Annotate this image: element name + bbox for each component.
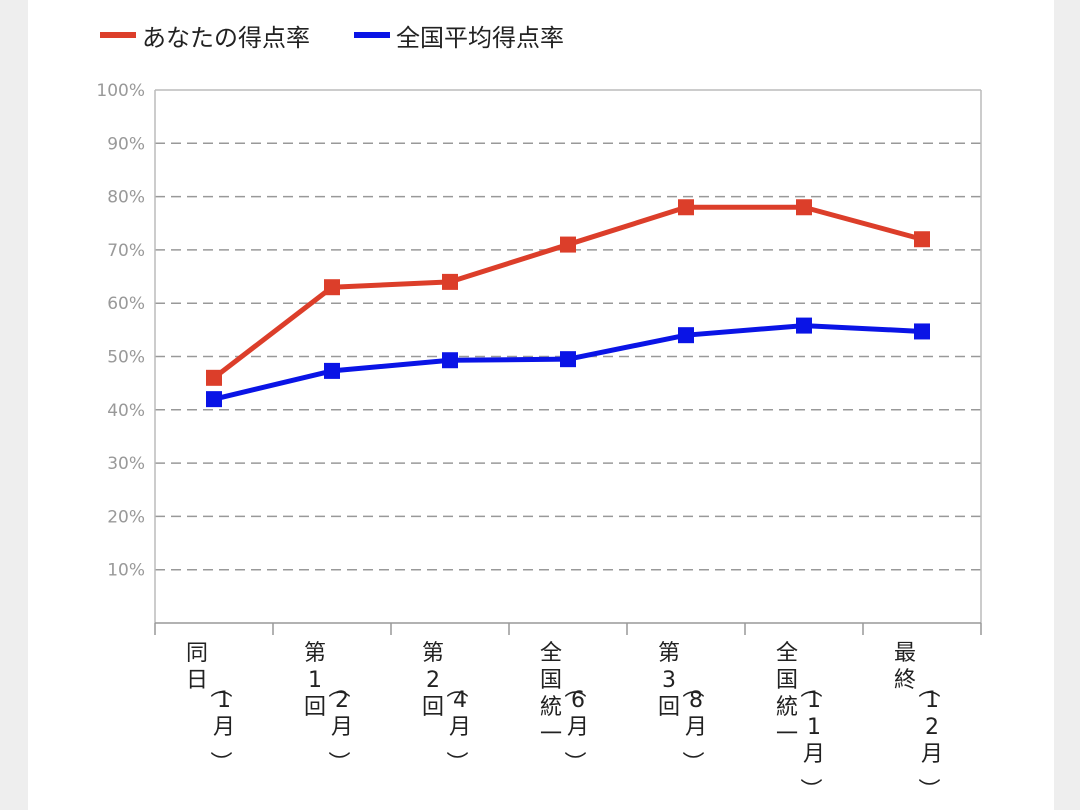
x-category-sublabel: （6 月） xyxy=(561,676,589,773)
x-category-sublabel: （1 2 月） xyxy=(915,676,943,800)
series-1-point xyxy=(206,391,222,408)
series-1-point xyxy=(678,327,694,344)
x-category-sublabel: （1 1 月） xyxy=(797,676,825,800)
series-0-point xyxy=(442,273,458,290)
series-0-point xyxy=(324,279,340,296)
x-category-label: 全国統一 xyxy=(776,641,798,747)
x-category-label: 全国統一 xyxy=(540,641,562,747)
legend-label-national-average: 全国平均得点率 xyxy=(396,23,564,52)
y-tick-label: 60% xyxy=(107,294,145,314)
series-1-point xyxy=(796,317,812,334)
y-tick-label: 70% xyxy=(107,241,145,261)
legend-swatch-your-score xyxy=(100,32,136,38)
x-category-sublabel: （4 月） xyxy=(443,676,471,773)
series-0-point xyxy=(560,236,576,253)
series-0-point xyxy=(206,369,222,386)
y-tick-label: 90% xyxy=(107,134,145,154)
x-category-label: 同日 xyxy=(186,641,208,693)
series-1-point xyxy=(914,323,930,340)
y-tick-label: 10% xyxy=(107,561,145,581)
y-tick-label: 100% xyxy=(96,81,145,101)
x-category-sublabel: （2 月） xyxy=(325,676,353,773)
chart-panel xyxy=(28,0,1054,810)
x-category-sublabel: （1 月） xyxy=(207,676,235,773)
legend-item-national-average[interactable]: 全国平均得点率 xyxy=(354,18,564,53)
series-0-point xyxy=(796,199,812,216)
y-tick-label: 40% xyxy=(107,401,145,421)
y-tick-label: 80% xyxy=(107,188,145,208)
y-tick-label: 50% xyxy=(107,348,145,368)
series-1-point xyxy=(560,351,576,368)
series-1-point xyxy=(324,362,340,379)
x-category-sublabel: （8 月） xyxy=(679,676,707,773)
legend-swatch-national-average xyxy=(354,32,390,38)
series-1-point xyxy=(442,352,458,369)
y-tick-label: 20% xyxy=(107,507,145,527)
legend: あなたの得点率 全国平均得点率 xyxy=(100,18,608,52)
y-tick-label: 30% xyxy=(107,454,145,474)
series-0-point xyxy=(678,199,694,216)
x-category-label: 最終 xyxy=(894,641,916,693)
series-0-point xyxy=(914,231,930,248)
legend-item-your-score[interactable]: あなたの得点率 xyxy=(100,18,310,53)
legend-label-your-score: あなたの得点率 xyxy=(142,23,310,52)
